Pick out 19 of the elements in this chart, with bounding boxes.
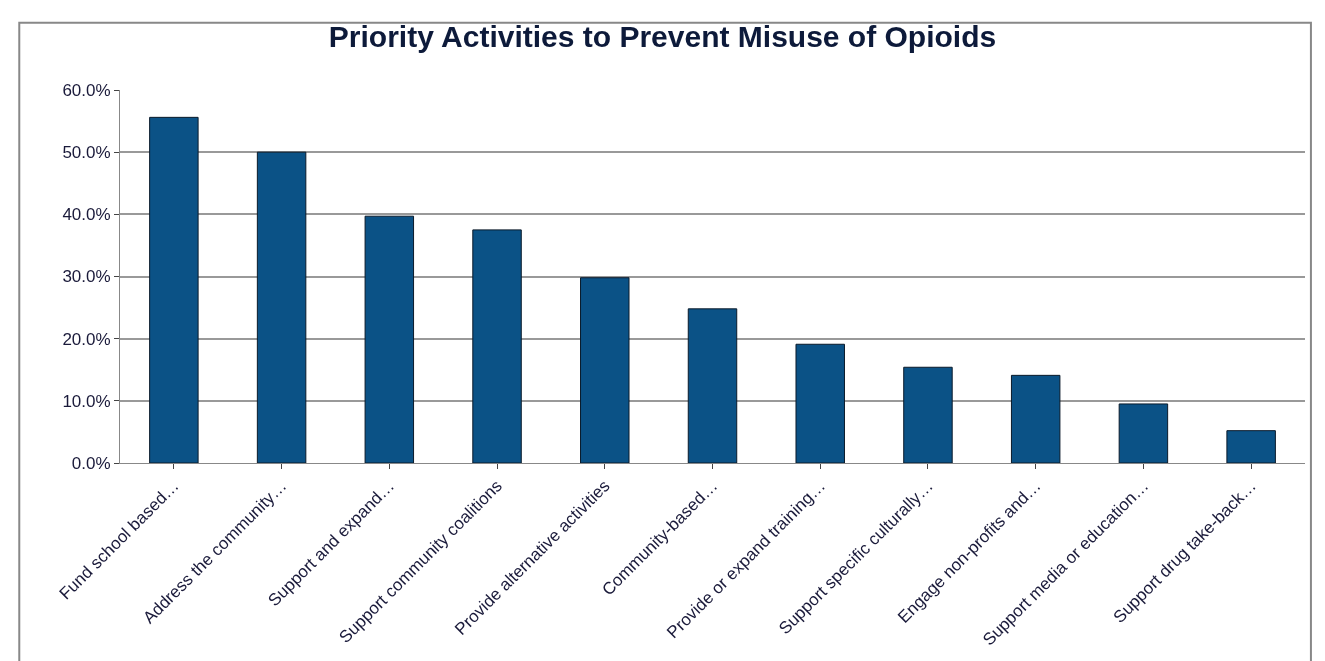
y-tick-label: 60.0% <box>62 80 111 100</box>
bar <box>795 343 845 463</box>
bar <box>364 215 415 463</box>
bar <box>149 116 199 463</box>
bar <box>687 308 738 463</box>
bar <box>472 229 522 463</box>
bar <box>580 277 630 463</box>
y-tick-label: 0.0% <box>71 453 111 473</box>
bar <box>903 366 953 463</box>
y-tick-label: 20.0% <box>62 329 111 349</box>
bar <box>256 151 307 463</box>
y-tick-label: 30.0% <box>62 267 111 287</box>
y-tick-label: 50.0% <box>62 143 111 163</box>
chart-title: Priority Activities to Prevent Misuse of Opioids <box>328 20 997 54</box>
bar <box>1226 430 1276 463</box>
bar <box>1010 374 1061 463</box>
y-tick-label: 40.0% <box>62 205 111 225</box>
bar <box>1118 403 1169 463</box>
y-tick-label: 10.0% <box>62 391 111 411</box>
